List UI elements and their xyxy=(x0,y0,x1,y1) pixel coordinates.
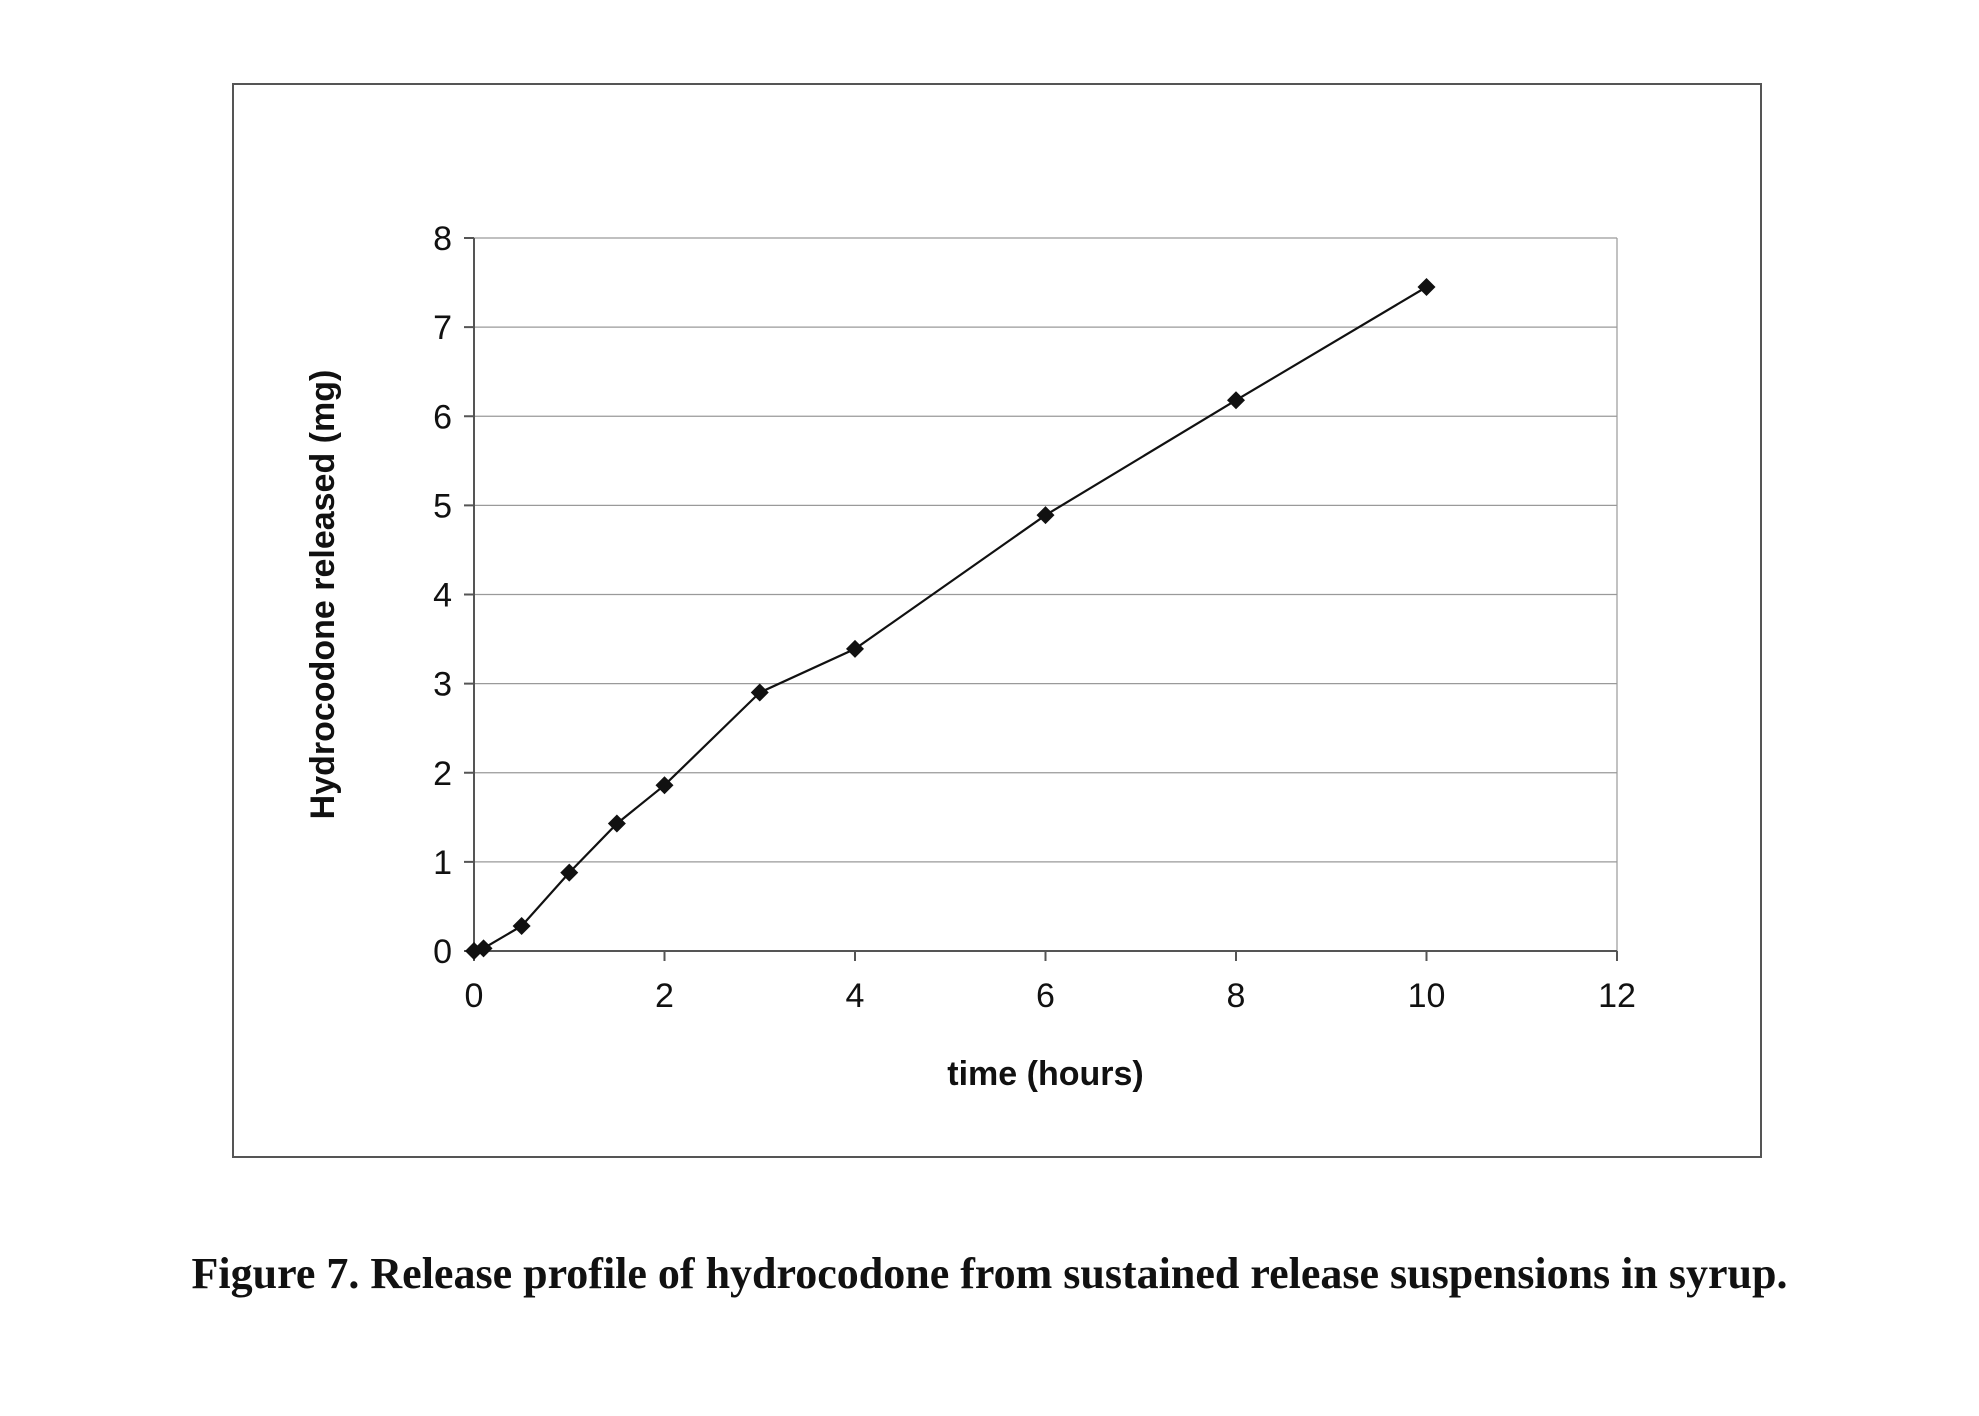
series-line-0 xyxy=(474,287,1427,951)
data-point-7 xyxy=(846,640,864,658)
tick-labels: 012345678024681012 xyxy=(433,220,1636,1015)
y-tick-label-1: 1 xyxy=(433,844,452,882)
y-tick-label-5: 5 xyxy=(433,487,452,525)
y-tick-label-4: 4 xyxy=(433,577,452,615)
data-point-9 xyxy=(1227,391,1245,409)
y-tick-label-6: 6 xyxy=(433,398,452,436)
x-tick-label-10: 10 xyxy=(1408,977,1446,1015)
x-axis-title: time (hours) xyxy=(947,1055,1143,1093)
y-tick-label-7: 7 xyxy=(433,309,452,347)
x-tick-label-12: 12 xyxy=(1598,977,1636,1015)
data-point-10 xyxy=(1418,278,1436,296)
figure-frame: 012345678024681012 time (hours) Hydrocod… xyxy=(232,83,1762,1158)
y-tick-label-2: 2 xyxy=(433,755,452,793)
y-tick-label-0: 0 xyxy=(433,933,452,971)
x-tick-label-0: 0 xyxy=(465,977,484,1015)
data-series xyxy=(465,278,1436,960)
y-tick-label-8: 8 xyxy=(433,220,452,258)
x-tick-label-4: 4 xyxy=(846,977,865,1015)
x-tick-label-6: 6 xyxy=(1036,977,1055,1015)
line-chart: 012345678024681012 time (hours) Hydrocod… xyxy=(234,85,1764,1160)
y-tick-label-3: 3 xyxy=(433,666,452,704)
axes xyxy=(464,238,1617,961)
x-tick-label-8: 8 xyxy=(1227,977,1246,1015)
x-tick-label-2: 2 xyxy=(655,977,674,1015)
data-point-8 xyxy=(1037,506,1055,524)
gridlines xyxy=(474,238,1617,951)
figure-caption: Figure 7. Release profile of hydrocodone… xyxy=(0,1248,1979,1299)
y-axis-title: Hydrocodone released (mg) xyxy=(304,370,342,820)
